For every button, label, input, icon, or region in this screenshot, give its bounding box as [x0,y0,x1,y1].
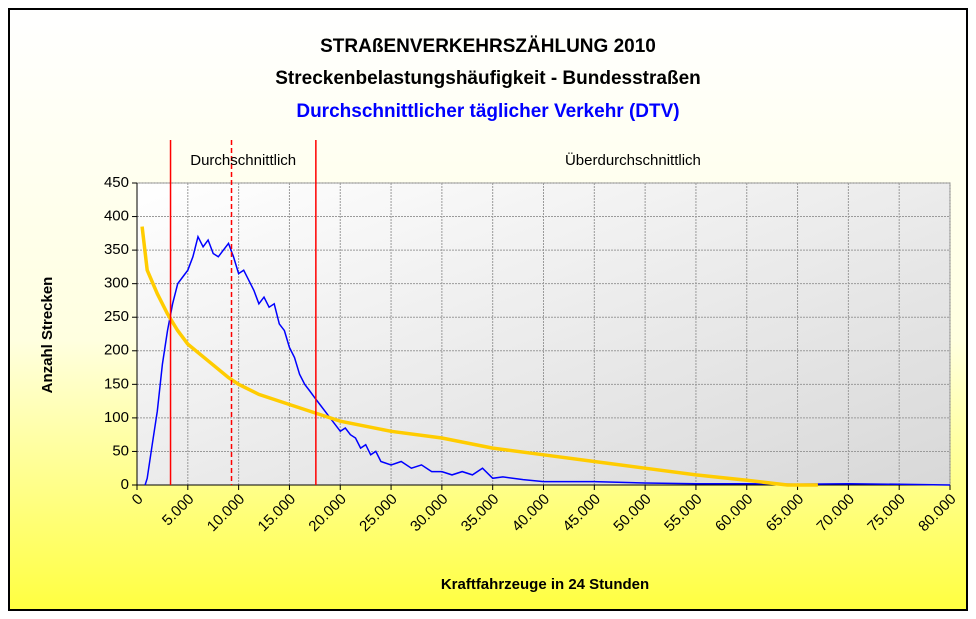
region-label: Überdurchschnittlich [565,151,701,169]
chart-title: STRAßENVERKEHRSZÄHLUNG 2010 [320,36,656,57]
chart-subtitle: Durchschnittlicher täglicher Verkehr (DT… [296,101,679,122]
y-tick-label: 200 [104,342,129,359]
y-tick-label: 400 [104,208,129,225]
y-tick-label: 350 [104,241,129,258]
data-line [144,234,951,486]
y-tick-label: 450 [104,174,129,191]
y-tick-label: 300 [104,275,129,292]
y-tick-label: 150 [104,375,129,392]
y-tick-label: 250 [104,308,129,325]
x-axis-label: Kraftfahrzeuge in 24 Stunden [441,576,649,593]
data-line [140,226,818,487]
y-tick-label: 50 [112,442,129,459]
y-tick-label: 0 [121,476,129,493]
region-label: Durchschnittlich [190,152,296,169]
y-axis-label: Anzahl Strecken [39,277,56,394]
y-tick-label: 100 [104,409,129,426]
chart-subtitle: Streckenbelastungshäufigkeit - Bundesstr… [275,68,701,89]
